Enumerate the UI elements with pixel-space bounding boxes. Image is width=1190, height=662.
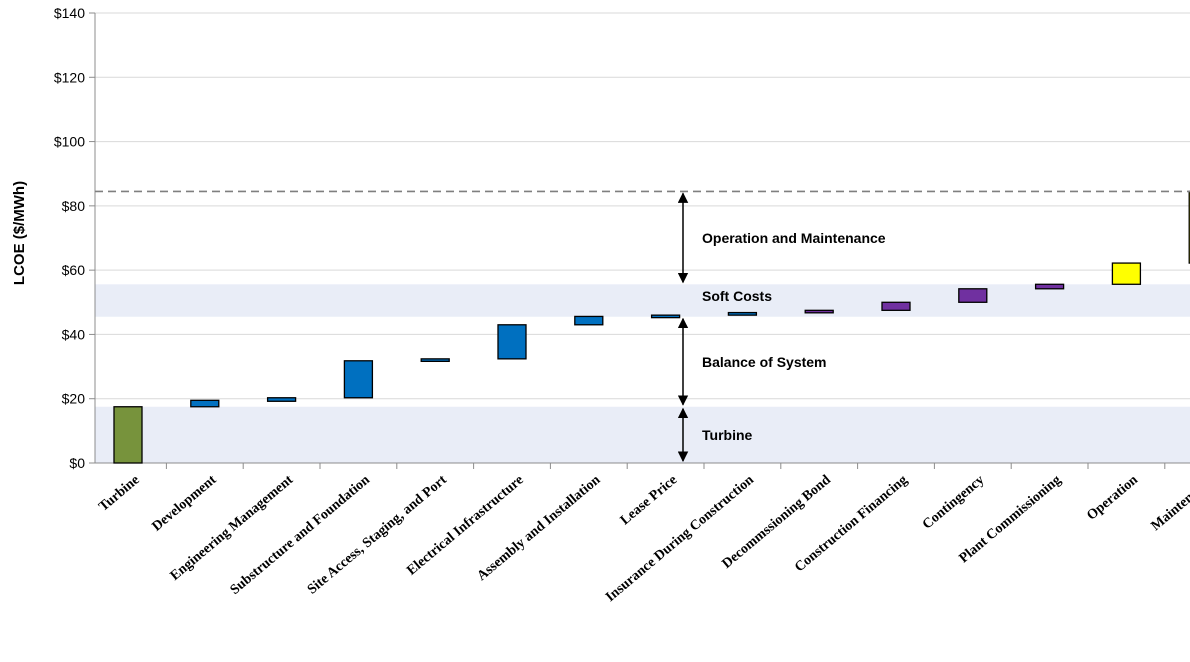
- bar-engineering-management: [266, 397, 297, 402]
- bar-site-access-staging-and-port: [420, 358, 450, 363]
- bar-plant-commissioning: [1034, 283, 1065, 290]
- y-tick-label: $40: [62, 326, 86, 342]
- bar-lease-price: [650, 314, 681, 319]
- y-tick-label: $140: [54, 5, 85, 21]
- y-tick-label: $120: [54, 69, 85, 85]
- band-soft-costs: [95, 284, 1190, 317]
- annotations: Operation and Maintenance Soft Costs Balan…: [677, 192, 886, 463]
- x-tick-label-lease-price: Lease Price: [618, 473, 680, 529]
- bar-construction-financing: [881, 301, 911, 311]
- annotation-operation-and-maintenance: Operation and Maintenance: [702, 230, 886, 246]
- x-tick-label-site-access-staging-and-port: Site Access, Staging, and Port: [305, 472, 450, 597]
- y-tick-label: $20: [62, 391, 86, 407]
- bar-insurance-during-construction: [727, 311, 758, 316]
- x-tick-label-insurance-during-construction: Insurance During Construction: [603, 472, 757, 605]
- bar-turbine: [113, 406, 143, 464]
- y-tick-label: $80: [62, 198, 86, 214]
- x-tick-label-development: Development: [150, 472, 220, 534]
- bars: 85: [95, 190, 1190, 464]
- bar-assembly-and-installation: [574, 315, 604, 326]
- x-tick-label-contingency: Contingency: [920, 473, 987, 533]
- bar-substructure-and-foundation: [343, 360, 374, 399]
- x-tick-label-substructure-and-foundation: Substructure and Foundation: [228, 472, 373, 597]
- x-tick-label-assembly-and-installation: Assembly and Installation: [475, 472, 604, 584]
- x-tick-label-engineering-management: Engineering Management: [168, 472, 297, 583]
- bar-decommssioning-bond: [804, 309, 834, 314]
- bar-operation: [1111, 262, 1142, 285]
- bar-electrical-infrastructure: [497, 324, 527, 360]
- axes: $0 $20 $40 $60 $80 $100 $120 $140: [54, 5, 1190, 471]
- y-tick-label: $0: [69, 455, 85, 471]
- annotation-balance-of-system: Balance of System: [702, 354, 827, 370]
- y-tick-label: $60: [62, 262, 86, 278]
- y-axis-title: LCOE ($/MWh): [11, 181, 28, 285]
- bar-development: [190, 399, 220, 408]
- x-tick-label-maintenance: Maintenance: [1149, 473, 1190, 534]
- annotation-soft-costs: Soft Costs: [702, 288, 772, 304]
- bar-contingency: [958, 288, 988, 303]
- y-tick-label: $100: [54, 134, 85, 150]
- x-tick-label-turbine: Turbine: [96, 473, 142, 515]
- gridlines: [95, 12, 1190, 400]
- shaded-bands: [95, 284, 1190, 463]
- annotation-turbine: Turbine: [702, 427, 753, 443]
- x-tick-label-operation: Operation: [1084, 472, 1141, 523]
- band-turbine: [95, 406, 1190, 463]
